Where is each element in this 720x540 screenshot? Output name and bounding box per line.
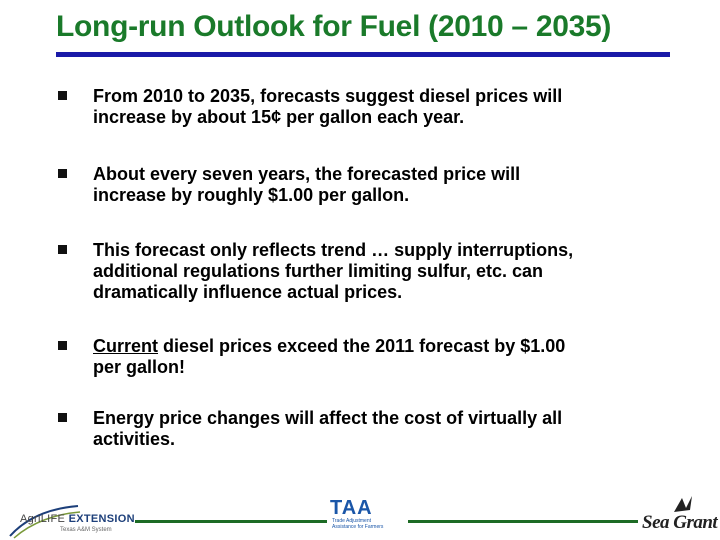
bullet-line: increase by roughly $1.00 per gallon. [93, 185, 410, 205]
bullet-line: This forecast only reflects trend … supp… [93, 240, 574, 260]
square-bullet-icon [58, 245, 67, 254]
agrilife-label: AgriLIFE [20, 513, 66, 525]
title-underline-rule [56, 52, 670, 57]
agrilife-sub-label: Texas A&M System [60, 527, 112, 533]
square-bullet-icon [58, 91, 67, 100]
slide-title: Long-run Outlook for Fuel (2010 – 2035) [56, 10, 612, 43]
footer-rule-left [135, 520, 327, 523]
bullet-line: diesel prices exceed the 2011 forecast b… [158, 336, 566, 356]
bullet-line: From 2010 to 2035, forecasts suggest die… [93, 86, 563, 106]
taa-name: TAA [330, 497, 373, 519]
emphasis-current: Current [93, 336, 159, 356]
bullet-line: per gallon! [93, 357, 186, 377]
seagull-icon [674, 496, 692, 512]
bullet-line: additional regulations further limiting … [93, 261, 544, 281]
bullet-line: Energy price changes will affect the cos… [93, 408, 563, 428]
bullet-line: About every seven years, the forecasted … [93, 164, 521, 184]
square-bullet-icon [58, 413, 67, 422]
bullet-line: activities. [93, 429, 176, 449]
agrilife-swoosh-icon [9, 505, 81, 539]
bullet-line: increase by about 15¢ per gallon each ye… [93, 107, 465, 127]
extension-label: EXTENSION [68, 513, 135, 525]
footer-rule-right [408, 520, 638, 523]
square-bullet-icon [58, 341, 67, 350]
sea-grant-label: Sea Grant [642, 512, 718, 533]
taa-subtitle: Trade Adjustment Assistance for Farmers [332, 518, 384, 530]
bullet-line: dramatically influence actual prices. [93, 282, 403, 302]
square-bullet-icon [58, 169, 67, 178]
